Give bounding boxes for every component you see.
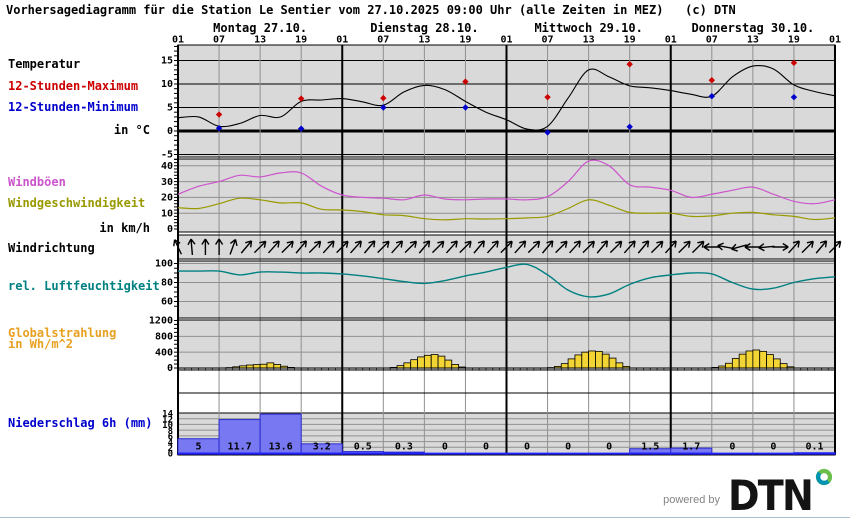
svg-text:30: 30: [161, 177, 173, 188]
radiation-panel: [177, 349, 836, 371]
label-wind-speed: Windgeschwindigkeit: [8, 196, 146, 210]
svg-text:07: 07: [706, 35, 718, 46]
wind-direction-strip: [173, 238, 842, 256]
dtn-logo-ring-blue: [816, 471, 830, 485]
svg-text:19: 19: [459, 35, 471, 46]
svg-text:01: 01: [500, 35, 512, 46]
svg-text:0: 0: [606, 442, 612, 453]
svg-text:01: 01: [336, 35, 348, 46]
svg-text:11.7: 11.7: [228, 442, 252, 453]
precipitation-panel: 5 11.7 13.6 3.2 0.5 0.3 0 0 0 0 0 1.5 1.7 0 0 0.1: [177, 413, 836, 455]
svg-text:13.6: 13.6: [269, 442, 293, 453]
footer: powered by DTN: [663, 466, 838, 516]
svg-text:19: 19: [295, 35, 307, 46]
footer-divider-line: [0, 517, 850, 518]
svg-text:0.5: 0.5: [354, 442, 372, 453]
svg-text:01: 01: [172, 35, 184, 46]
label-humidity: rel. Luftfeuchtigkeit: [8, 279, 160, 293]
time-axis-labels: Montag 27.10. Dienstag 28.10. Mittwoch 29.…: [172, 21, 841, 46]
svg-text:0: 0: [442, 442, 448, 453]
svg-text:0: 0: [729, 442, 735, 453]
label-temperature: Temperatur: [8, 57, 81, 71]
svg-text:10: 10: [161, 208, 173, 219]
svg-text:0: 0: [483, 442, 489, 453]
svg-text:13: 13: [418, 35, 430, 46]
svg-text:0: 0: [168, 450, 173, 460]
svg-text:07: 07: [542, 35, 554, 46]
svg-text:0: 0: [167, 126, 173, 137]
wind-panel: [177, 159, 836, 221]
svg-text:01: 01: [829, 35, 841, 46]
svg-text:19: 19: [788, 35, 800, 46]
temperature-panel: [177, 59, 836, 136]
svg-text:-5: -5: [161, 150, 173, 161]
svg-text:07: 07: [377, 35, 389, 46]
label-temp-unit: in °C: [113, 123, 150, 137]
svg-text:1200: 1200: [149, 316, 173, 327]
svg-text:3.2: 3.2: [313, 442, 331, 453]
svg-text:0: 0: [770, 442, 776, 453]
svg-text:13: 13: [747, 35, 759, 46]
label-wind-unit: in km/h: [99, 221, 150, 235]
label-precipitation: Niederschlag 6h (mm): [8, 416, 153, 430]
dtn-logo: DTN: [728, 468, 833, 516]
svg-text:14: 14: [162, 410, 173, 420]
svg-text:12: 12: [162, 415, 173, 425]
svg-text:0: 0: [565, 442, 571, 453]
svg-text:13: 13: [583, 35, 595, 46]
svg-text:15: 15: [161, 56, 173, 67]
svg-text:800: 800: [155, 332, 173, 343]
svg-text:10: 10: [162, 421, 173, 431]
svg-text:Donnerstag 30.10.: Donnerstag 30.10.: [691, 21, 814, 35]
label-wind-direction: Windrichtung: [8, 241, 95, 255]
svg-text:4: 4: [168, 438, 174, 448]
svg-text:2: 2: [168, 444, 173, 454]
dtn-logo-text: DTN: [728, 471, 812, 516]
svg-text:6: 6: [168, 433, 173, 443]
svg-text:40: 40: [161, 161, 173, 172]
svg-text:01: 01: [665, 35, 677, 46]
svg-text:5: 5: [196, 442, 202, 453]
svg-text:5: 5: [167, 103, 173, 114]
svg-text:10: 10: [161, 79, 173, 90]
svg-text:400: 400: [155, 347, 173, 358]
label-radiation-unit: in Wh/m^2: [8, 337, 74, 351]
svg-text:1.5: 1.5: [641, 442, 659, 453]
svg-text:Dienstag 28.10.: Dienstag 28.10.: [370, 21, 478, 35]
svg-text:8: 8: [168, 427, 173, 437]
panel-backgrounds: [178, 45, 835, 455]
svg-text:80: 80: [161, 278, 173, 289]
svg-text:Montag 27.10.: Montag 27.10.: [213, 21, 307, 35]
svg-text:19: 19: [624, 35, 636, 46]
svg-text:0.1: 0.1: [805, 442, 823, 453]
label-wind-gusts: Windböen: [8, 175, 66, 189]
svg-text:0: 0: [167, 224, 173, 235]
label-12h-maximum: 12-Stunden-Maximum: [8, 79, 139, 93]
meteogram-chart: 151050-540302010010080601200800400014121…: [149, 21, 842, 460]
svg-text:60: 60: [161, 297, 173, 308]
svg-text:20: 20: [161, 193, 173, 204]
svg-text:0: 0: [167, 363, 173, 374]
svg-text:100: 100: [155, 259, 173, 270]
svg-text:07: 07: [213, 35, 225, 46]
svg-text:1.7: 1.7: [682, 442, 700, 453]
svg-text:13: 13: [254, 35, 266, 46]
svg-text:0.3: 0.3: [395, 442, 413, 453]
powered-by-text: powered by: [663, 494, 720, 506]
label-12h-minimum: 12-Stunden-Minimum: [8, 100, 139, 114]
label-radiation: Globalstrahlung: [8, 326, 117, 340]
svg-text:0: 0: [524, 442, 530, 453]
humidity-panel: [177, 263, 836, 298]
svg-text:Mittwoch 29.10.: Mittwoch 29.10.: [534, 21, 642, 35]
page-title: Vorhersagediagramm für die Station Le Se…: [6, 3, 736, 17]
